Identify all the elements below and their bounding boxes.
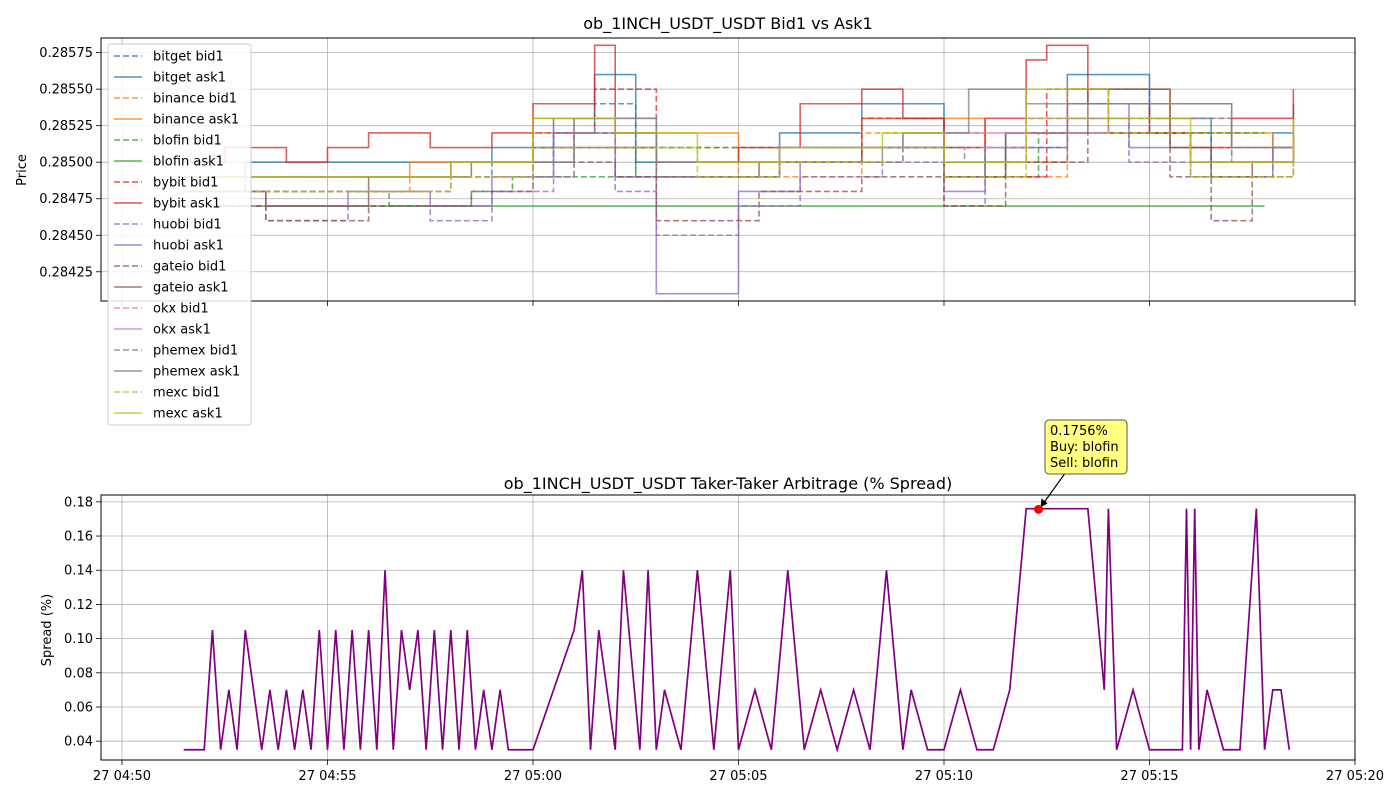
price-chart-frame xyxy=(100,37,1356,302)
price-chart-ytick-label: 0.28450 xyxy=(39,229,93,244)
spread-chart-xtick-label: 27 05:10 xyxy=(915,769,973,784)
price-chart-ylabel: Price xyxy=(15,154,30,186)
annotation-text: Sell: blofin xyxy=(1050,456,1118,471)
legend-box xyxy=(107,43,252,426)
spread-chart-ytick-label: 0.14 xyxy=(64,564,93,579)
spread-chart-ytick-label: 0.08 xyxy=(64,666,93,681)
spread-chart-xtick-label: 27 05:00 xyxy=(504,769,562,784)
price-legend: bitget bid1 bitget ask1 binance bid1 binanc… xyxy=(107,43,252,426)
spread-chart-xtick-label: 27 04:50 xyxy=(93,769,151,784)
series-mexc-ask1 xyxy=(183,88,1295,178)
spread-chart-ytick-label: 0.04 xyxy=(64,735,93,750)
legend-label: gateio bid1 xyxy=(153,260,226,275)
legend-label: okx ask1 xyxy=(153,323,211,338)
spread-chart-xtick-label: 27 05:05 xyxy=(709,769,767,784)
spread-chart-title: ob_1INCH_USDT_USDT Taker-Taker Arbitrage… xyxy=(504,474,952,494)
annotation-arrowhead xyxy=(1040,498,1048,508)
annotation-box xyxy=(1044,419,1128,475)
price-chart-title: ob_1INCH_USDT_USDT Bid1 vs Ask1 xyxy=(583,14,872,34)
legend-label: blofin ask1 xyxy=(153,155,224,170)
spread-line xyxy=(183,507,1291,753)
legend-label: bitget ask1 xyxy=(153,71,226,86)
spread-chart-ytick-label: 0.10 xyxy=(64,632,93,647)
spread-chart-xtick-label: 27 04:55 xyxy=(298,769,356,784)
legend-label: bybit bid1 xyxy=(153,176,218,191)
legend-label: okx bid1 xyxy=(153,302,209,317)
legend-label: mexc bid1 xyxy=(153,386,221,401)
annotation-text: Buy: blofin xyxy=(1050,440,1119,455)
legend-label: binance bid1 xyxy=(153,92,237,107)
legend-label: bybit ask1 xyxy=(153,197,221,212)
series-gateio-bid1 xyxy=(183,132,1295,222)
spread-chart-ytick-label: 0.18 xyxy=(64,495,93,510)
price-chart-ytick-label: 0.28550 xyxy=(39,83,93,98)
spread-chart-ytick-label: 0.12 xyxy=(64,598,93,613)
legend-label: binance ask1 xyxy=(153,113,239,128)
price-chart-ytick-label: 0.28575 xyxy=(39,46,93,61)
legend-label: mexc ask1 xyxy=(153,407,223,422)
legend-label: blofin bid1 xyxy=(153,134,222,149)
legend-label: huobi ask1 xyxy=(153,239,224,254)
legend-label: gateio ask1 xyxy=(153,281,229,296)
annotation-text: 0.1756% xyxy=(1050,424,1108,439)
spread-chart-ytick-label: 0.16 xyxy=(64,530,93,545)
price-chart-ytick-label: 0.28425 xyxy=(39,265,93,280)
spread-chart-frame xyxy=(100,494,1356,761)
spread-chart: ob_1INCH_USDT_USDT Taker-Taker Arbitrage… xyxy=(40,419,1384,784)
price-chart-ytick-label: 0.28500 xyxy=(39,156,93,171)
series-gateio-ask1 xyxy=(183,88,1295,207)
price-chart: ob_1INCH_USDT_USDT Bid1 vs Ask1 Price 0.… xyxy=(15,14,1356,426)
legend-label: huobi bid1 xyxy=(153,218,222,233)
spread-chart-ytick-label: 0.06 xyxy=(64,701,93,716)
spread-chart-ylabel: Spread (%) xyxy=(40,594,55,666)
legend-label: bitget bid1 xyxy=(153,50,224,65)
legend-label: phemex ask1 xyxy=(153,365,240,380)
price-chart-ytick-label: 0.28525 xyxy=(39,119,93,134)
price-chart-ytick-label: 0.28475 xyxy=(39,192,93,207)
price-lines xyxy=(183,44,1295,295)
legend-label: phemex bid1 xyxy=(153,344,238,359)
max-spread-marker xyxy=(1034,504,1044,514)
series-huobi-bid1 xyxy=(183,117,1295,237)
spread-chart-xtick-label: 27 05:15 xyxy=(1120,769,1178,784)
series-mexc-bid1 xyxy=(183,117,1295,193)
spread-chart-xtick-label: 27 05:20 xyxy=(1326,769,1384,784)
